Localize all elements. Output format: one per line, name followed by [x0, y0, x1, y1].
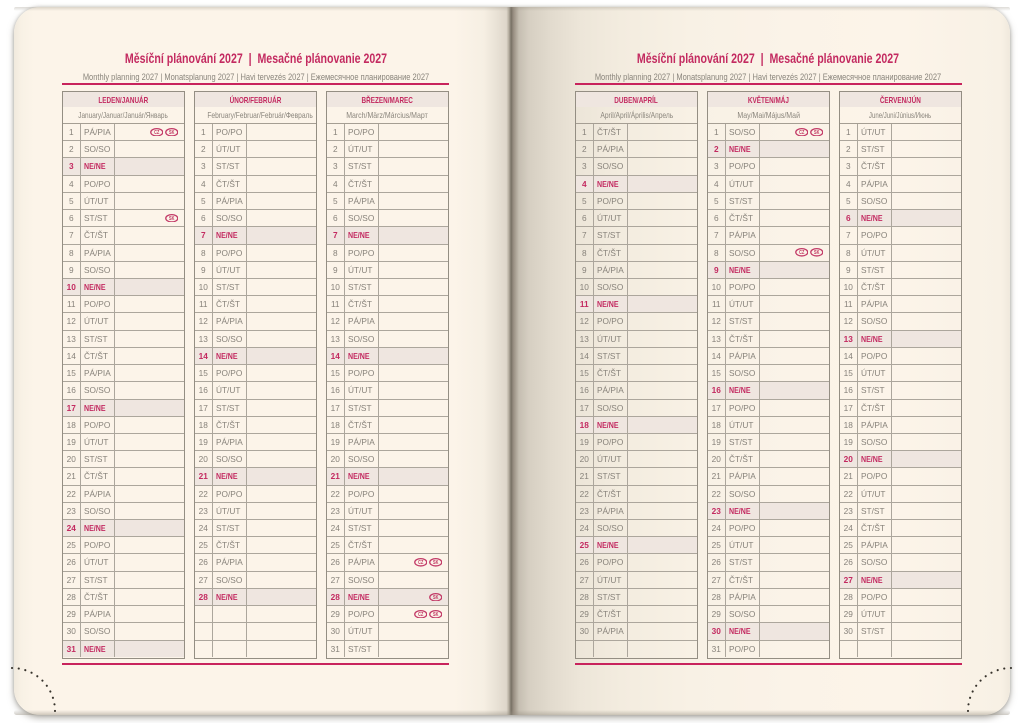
svg-text:SK: SK — [169, 215, 175, 221]
svg-text:CZ: CZ — [799, 250, 804, 256]
svg-text:SK: SK — [814, 129, 820, 135]
svg-text:CZ: CZ — [418, 611, 423, 617]
svg-text:CZ: CZ — [799, 129, 804, 135]
svg-text:SK: SK — [169, 129, 175, 135]
svg-text:CZ: CZ — [154, 129, 159, 135]
svg-text:SK: SK — [433, 594, 439, 600]
svg-text:SK: SK — [433, 611, 439, 617]
svg-text:SK: SK — [433, 560, 439, 566]
svg-text:CZ: CZ — [418, 560, 423, 566]
svg-text:SK: SK — [814, 250, 820, 256]
